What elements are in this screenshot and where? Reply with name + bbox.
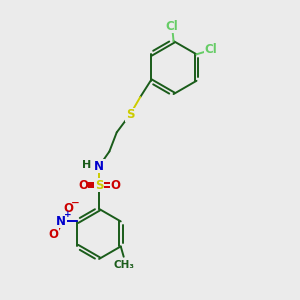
Text: S: S [95,179,103,192]
Text: −: − [71,198,80,208]
Text: Cl: Cl [166,20,178,33]
Text: H: H [82,160,91,170]
Text: N: N [94,160,104,173]
Text: S: S [126,108,134,121]
Text: N: N [56,215,66,228]
Text: CH₃: CH₃ [113,260,134,270]
Text: O: O [49,228,59,241]
Text: O: O [78,179,88,192]
Text: +: + [64,210,71,219]
Text: Cl: Cl [205,44,217,56]
Text: O: O [110,179,120,192]
Text: O: O [64,202,74,215]
